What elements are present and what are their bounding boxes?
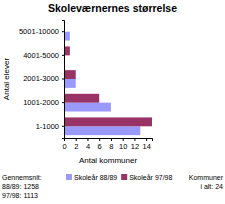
bar — [64, 103, 111, 112]
y-tick-label: 5001-10000 — [19, 27, 59, 36]
x-tick-mark — [134, 138, 135, 141]
y-axis-line — [62, 21, 65, 139]
x-tick: 10 — [119, 138, 127, 151]
x-tick-mark — [76, 138, 77, 141]
y-tick-label: 1-1000 — [36, 122, 59, 131]
bar — [64, 94, 99, 103]
legend: Skoleår 88/89 Skoleår 97/98 — [66, 174, 173, 181]
x-tick: 12 — [131, 138, 139, 151]
x-tick-label: 6 — [98, 142, 102, 151]
y-tick: 4001-5000 — [23, 51, 64, 60]
y-tick-mark — [62, 79, 64, 80]
y-tick: 1-1000 — [36, 122, 64, 131]
chart: Skoleværnernes størrelse 02468 10 1214 5001-… — [0, 0, 225, 204]
y-tick-mark — [62, 55, 64, 56]
x-tick: 14 — [142, 138, 150, 151]
bar — [64, 79, 76, 88]
x-tick: 2 — [74, 138, 78, 151]
x-tick-label: 8 — [109, 142, 113, 151]
bars — [64, 32, 152, 135]
legend-swatch — [121, 174, 127, 180]
y-tick: 5001-10000 — [19, 27, 64, 36]
x-tick-label: 14 — [142, 142, 150, 151]
x-tick: 8 — [109, 138, 113, 151]
y-tick: 1001-2000 — [23, 98, 64, 107]
x-tick-mark — [146, 138, 147, 141]
y-tick-mark — [62, 102, 64, 103]
x-tick-mark — [99, 138, 100, 141]
y-axis: 5001-10000 4001-5000 2001-3000 1001-2000 1-1… — [19, 21, 65, 139]
x-tick-label: 12 — [131, 142, 139, 151]
x-axis-line — [65, 139, 153, 142]
x-tick-label: 4 — [86, 142, 90, 151]
title: Skoleværnernes størrelse — [48, 2, 177, 14]
annotation: Gennemsnit: — [2, 174, 42, 181]
y-label: Antal elever — [2, 58, 11, 101]
x-tick-label: 0 — [62, 142, 66, 151]
annotation: Kommuner — [189, 174, 224, 181]
bar — [64, 126, 140, 135]
annotation: i alt: 24 — [200, 183, 223, 190]
annotation: 97/98: 1113 — [2, 192, 38, 199]
x-tick: 4 — [86, 138, 90, 151]
x-tick-label: 10 — [119, 142, 127, 151]
y-tick-mark — [62, 126, 64, 127]
y-tick-mark — [62, 31, 64, 32]
legend-label: Skoleår 97/98 — [129, 174, 172, 181]
bar — [64, 70, 76, 79]
x-axis: 02468 10 1214 — [62, 138, 152, 151]
y-tick-label: 2001-3000 — [23, 74, 59, 83]
x-tick-mark — [123, 138, 124, 141]
y-tick-label: 1001-2000 — [23, 98, 59, 107]
x-tick-label: 2 — [74, 142, 78, 151]
x-label: Antal kommuner — [79, 156, 138, 165]
y-tick-label: 4001-5000 — [23, 51, 59, 60]
x-tick: 6 — [98, 138, 102, 151]
bar — [64, 117, 152, 126]
legend-swatch — [66, 174, 72, 180]
x-tick-mark — [87, 138, 88, 141]
annotation: 88/89: 1258 — [2, 183, 39, 190]
x-tick: 0 — [62, 138, 66, 151]
legend-label: Skoleår 88/89 — [74, 174, 117, 181]
x-tick-mark — [111, 138, 112, 141]
y-tick: 2001-3000 — [23, 74, 64, 83]
